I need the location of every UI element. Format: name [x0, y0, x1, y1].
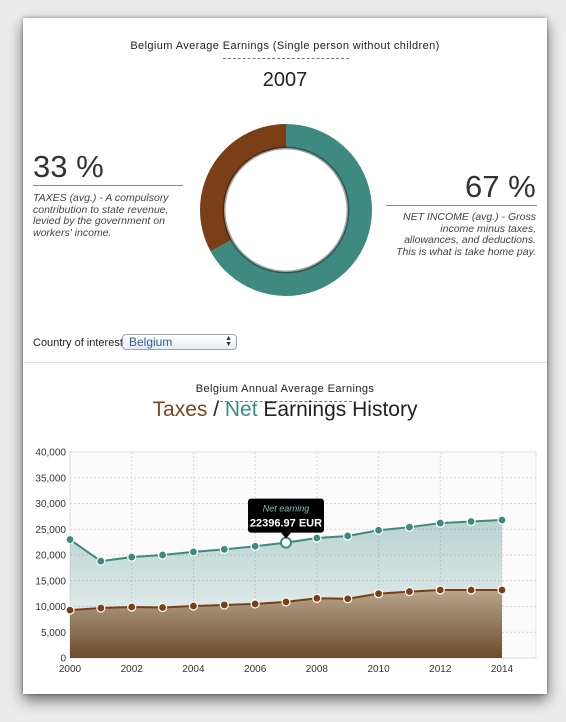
x-tick-label: 2012 [429, 664, 452, 675]
net-point[interactable] [281, 538, 291, 548]
taxes-rule [33, 185, 183, 186]
taxes-point[interactable] [97, 604, 105, 612]
y-tick-label: 10,000 [35, 602, 66, 613]
taxes-percentage: 33 % [33, 149, 104, 185]
section-divider [23, 362, 547, 363]
taxes-point[interactable] [436, 586, 444, 594]
net-rule [386, 205, 537, 206]
net-percentage: 67 % [465, 169, 536, 205]
x-tick-label: 2008 [306, 664, 329, 675]
net-description: NET INCOME (avg.) - Gross income minus t… [386, 212, 536, 258]
net-point[interactable] [220, 545, 228, 553]
net-point[interactable] [251, 542, 259, 550]
taxes-point[interactable] [282, 598, 290, 606]
taxes-point[interactable] [66, 606, 74, 614]
net-point[interactable] [128, 553, 136, 561]
history-title-separator: / [207, 398, 225, 421]
earnings-card: Belgium Average Earnings (Single person … [23, 18, 547, 694]
taxes-point[interactable] [189, 602, 197, 610]
taxes-point[interactable] [375, 590, 383, 598]
tooltip-value: 22396.97 EUR [250, 518, 322, 530]
net-point[interactable] [66, 536, 74, 544]
tooltip-label: Net earning [263, 504, 310, 514]
net-point[interactable] [498, 516, 506, 524]
taxes-point[interactable] [467, 586, 475, 594]
taxes-point[interactable] [128, 603, 136, 611]
net-point[interactable] [375, 526, 383, 534]
y-tick-label: 30,000 [35, 499, 66, 510]
x-axis-ticks: 2000 2002 2004 2006 2008 2010 2012 2014 [59, 664, 514, 675]
taxes-point[interactable] [251, 600, 259, 608]
x-tick-label: 2000 [59, 664, 82, 675]
net-point[interactable] [313, 534, 321, 542]
earnings-history-chart: 0 5,000 10,000 15,000 20,000 25,000 30,000 35,0… [23, 448, 547, 693]
y-tick-label: 40,000 [35, 448, 66, 459]
taxes-point[interactable] [159, 604, 167, 612]
y-axis-ticks: 0 5,000 10,000 15,000 20,000 25,000 30,000 35,0… [35, 448, 66, 665]
x-tick-label: 2002 [121, 664, 144, 675]
net-point[interactable] [405, 523, 413, 531]
net-point[interactable] [97, 557, 105, 565]
taxes-point[interactable] [313, 594, 321, 602]
title-divider [223, 58, 349, 59]
history-title-taxes: Taxes [153, 398, 208, 421]
taxes-point[interactable] [344, 595, 352, 603]
net-point[interactable] [467, 518, 475, 526]
country-select-value: Belgium [129, 335, 172, 349]
y-tick-label: 0 [60, 654, 66, 665]
history-title-rest: Earnings History [258, 398, 418, 421]
history-title: Taxes / Net Earnings History [23, 398, 547, 422]
history-title-net: Net [225, 398, 258, 421]
taxes-description: TAXES (avg.) - A compulsory contribution… [33, 193, 183, 239]
y-tick-label: 35,000 [35, 473, 66, 484]
taxes-point[interactable] [405, 588, 413, 596]
net-point[interactable] [344, 532, 352, 540]
net-point[interactable] [436, 519, 444, 527]
y-tick-label: 5,000 [41, 628, 66, 639]
taxes-point[interactable] [498, 586, 506, 594]
y-tick-label: 20,000 [35, 551, 66, 562]
history-subtitle: Belgium Annual Average Earnings [23, 383, 547, 395]
net-point[interactable] [189, 548, 197, 556]
country-select[interactable]: Belgium ▲ ▼ [122, 334, 237, 350]
x-tick-label: 2006 [244, 664, 267, 675]
page-title: Belgium Average Earnings (Single person … [23, 40, 547, 52]
x-tick-label: 2014 [491, 664, 514, 675]
country-label: Country of interest: [33, 337, 126, 349]
taxes-point[interactable] [220, 601, 228, 609]
net-point[interactable] [159, 551, 167, 559]
selected-year: 2007 [23, 69, 547, 92]
x-tick-label: 2004 [182, 664, 205, 675]
x-tick-label: 2010 [367, 664, 390, 675]
y-tick-label: 25,000 [35, 525, 66, 536]
y-tick-label: 15,000 [35, 576, 66, 587]
select-arrows-icon: ▲ ▼ [225, 336, 232, 348]
earnings-donut-chart [198, 122, 374, 298]
